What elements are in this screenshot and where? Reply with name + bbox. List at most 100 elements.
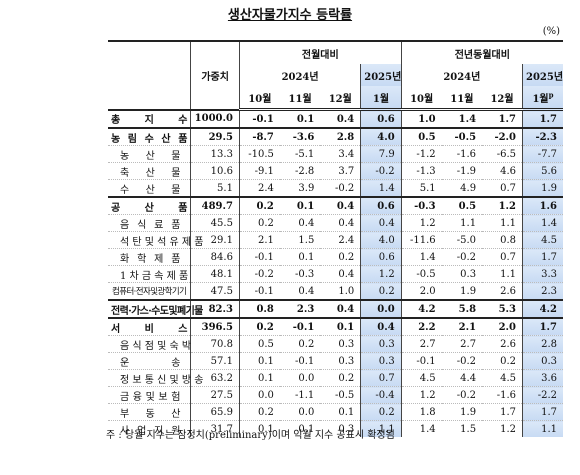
table-body: 총 지 수 1000.0 -0.1 0.1 0.4 0.6 1.0 1.4 1.7 1.7 농 림 … bbox=[108, 108, 563, 437]
weight-cell: 396.5 bbox=[190, 317, 240, 336]
value-cell: 4.5 bbox=[522, 231, 563, 249]
value-cell: 1.7 bbox=[482, 108, 523, 128]
value-cell: -0.5 bbox=[320, 386, 361, 404]
row-label: 농 산 물 bbox=[108, 145, 191, 163]
table-header: 가중치 전월대비 전년동월대비 2024년 2025년 2024년 2025년 … bbox=[108, 40, 563, 111]
weight-cell: 489.7 bbox=[190, 196, 240, 215]
header-cell: 12월 bbox=[482, 86, 523, 111]
row-label: 화 학 제 품 bbox=[108, 248, 191, 266]
header-cell: 10월 bbox=[238, 86, 280, 111]
value-cell: 0.1 bbox=[238, 369, 280, 387]
value-cell: 0.4 bbox=[320, 214, 361, 232]
value-cell: 0.2 bbox=[238, 196, 280, 215]
table-row: 화 학 제 품 84.6 -0.1 0.1 0.2 0.6 1.4 -0.2 0.7 1.7 bbox=[108, 248, 563, 266]
value-cell: 3.6 bbox=[522, 369, 563, 387]
table-row: 농 산 물 13.3 -10.5 -5.1 3.4 7.9 -1.2 -1.6 -6.5 -7.7 bbox=[108, 145, 563, 163]
value-cell: -0.1 bbox=[238, 108, 280, 128]
table-row: 음 식 점 및 숙 박 70.8 0.5 0.2 0.3 0.3 2.7 2.7 2.6 2.8 bbox=[108, 335, 563, 353]
header-cell: 2025년 bbox=[522, 64, 563, 86]
value-cell: 1.4 bbox=[441, 108, 483, 128]
table-row: 전력·가스·수도및폐기물 82.3 0.8 2.3 0.4 0.0 4.2 5.8 5.3 4.2 bbox=[108, 299, 563, 318]
header-cell: 전월대비 bbox=[238, 40, 402, 64]
value-cell: 2.6 bbox=[482, 282, 523, 300]
value-cell: 2.7 bbox=[441, 335, 483, 353]
unit: (%) bbox=[542, 26, 560, 37]
row-label: 총 지 수 bbox=[108, 108, 191, 128]
value-cell: -5.1 bbox=[279, 145, 321, 163]
value-cell: 1.5 bbox=[279, 231, 321, 249]
value-cell: 1.0 bbox=[320, 282, 361, 300]
weight-cell: 48.1 bbox=[190, 265, 240, 283]
value-cell: 0.4 bbox=[320, 196, 361, 215]
value-cell: 1.6 bbox=[522, 196, 563, 215]
month-label: 1월 bbox=[372, 93, 390, 105]
value-cell: 0.6 bbox=[360, 196, 402, 215]
value-cell: -1.2 bbox=[400, 145, 442, 163]
value-cell: -1.3 bbox=[400, 162, 442, 180]
table-row: 수 산 물 5.1 2.4 3.9 -0.2 1.4 5.1 4.9 0.7 1.9 bbox=[108, 179, 563, 197]
value-cell: -8.7 bbox=[238, 127, 280, 146]
value-cell: 2.2 bbox=[400, 317, 442, 336]
table-row: 축 산 물 10.6 -9.1 -2.8 3.7 -0.2 -1.3 -1.9 4.6 5.6 bbox=[108, 162, 563, 180]
value-cell: -5.0 bbox=[441, 231, 483, 249]
row-label: 사 업 지 원 bbox=[108, 420, 191, 437]
header-cell: 2024년 bbox=[238, 64, 361, 86]
weight-cell: 5.1 bbox=[190, 179, 240, 197]
table-row: 1 차 금 속 제 품 48.1 -0.2 -0.3 0.4 1.2 -0.5 0.3 1.1 3… bbox=[108, 265, 563, 283]
value-cell: -0.1 bbox=[400, 352, 442, 370]
value-cell: -1.6 bbox=[482, 386, 523, 404]
row-label: 서 비 스 bbox=[108, 317, 191, 336]
month-label: 10월 bbox=[410, 93, 434, 105]
weight-cell: 1000.0 bbox=[190, 108, 240, 128]
footnote: 주 : 당월 지수는 잠정치(preliminary)이며 익월 지수 공표시 … bbox=[106, 430, 395, 441]
month-label: 12월 bbox=[328, 93, 352, 105]
header-cell: 11월 bbox=[279, 86, 321, 111]
table-row: 총 지 수 1000.0 -0.1 0.1 0.4 0.6 1.0 1.4 1.7 1.7 bbox=[108, 108, 563, 128]
header-row: 가중치 전월대비 전년동월대비 bbox=[108, 40, 563, 110]
weight-cell: 10.6 bbox=[190, 162, 240, 180]
value-cell: -1.1 bbox=[279, 386, 321, 404]
weight-cell: 29.1 bbox=[190, 231, 240, 249]
header-cell: 2025년 bbox=[360, 64, 401, 86]
value-cell: 1.5 bbox=[441, 420, 483, 437]
value-cell: 0.1 bbox=[279, 248, 321, 266]
value-cell: 4.2 bbox=[400, 299, 442, 318]
value-cell: 0.1 bbox=[320, 403, 361, 421]
value-cell: 4.5 bbox=[482, 369, 523, 387]
table-row: 정 보 통 신 및 방 송 63.2 0.1 0.0 0.2 0.7 4.5 4.4 4.5 3.… bbox=[108, 369, 563, 387]
value-cell: 1.1 bbox=[360, 420, 402, 437]
row-label: 1 차 금 속 제 품 bbox=[108, 265, 191, 283]
row-label: 음 식 료 품 bbox=[108, 214, 191, 232]
value-cell: 1.1 bbox=[482, 214, 523, 232]
value-cell: 0.3 bbox=[320, 420, 361, 437]
value-cell: 1.9 bbox=[441, 403, 483, 421]
weight-cell: 82.3 bbox=[190, 299, 240, 318]
value-cell: 0.4 bbox=[360, 317, 402, 336]
weight-cell: 63.2 bbox=[190, 369, 240, 387]
value-cell: 5.1 bbox=[400, 179, 442, 197]
value-cell: 0.4 bbox=[360, 214, 402, 232]
header-cell: 11월 bbox=[441, 86, 483, 111]
weight-cell: 13.3 bbox=[190, 145, 240, 163]
header-cell: 10월 bbox=[400, 86, 442, 111]
row-label: 부 동 산 bbox=[108, 403, 191, 421]
value-cell: -7.7 bbox=[522, 145, 563, 163]
header-cell: 1월p bbox=[522, 86, 563, 111]
value-cell: -0.4 bbox=[360, 386, 402, 404]
value-cell: 3.4 bbox=[320, 145, 361, 163]
value-cell: 0.2 bbox=[360, 403, 402, 421]
row-label: 석 탄 및 석 유 제 품 bbox=[108, 231, 203, 249]
value-cell: 0.1 bbox=[279, 108, 321, 128]
month-label: 1월 bbox=[532, 93, 549, 105]
value-cell: 0.7 bbox=[482, 248, 523, 266]
value-cell: 0.1 bbox=[320, 317, 361, 336]
value-cell: -0.1 bbox=[279, 317, 321, 336]
value-cell: 1.4 bbox=[400, 420, 442, 437]
value-cell: 2.1 bbox=[441, 317, 483, 336]
value-cell: 0.2 bbox=[320, 248, 361, 266]
row-label: 수 산 물 bbox=[108, 179, 191, 197]
value-cell: 1.2 bbox=[360, 265, 402, 283]
value-cell: 4.6 bbox=[482, 162, 523, 180]
value-cell: 4.0 bbox=[360, 231, 402, 249]
